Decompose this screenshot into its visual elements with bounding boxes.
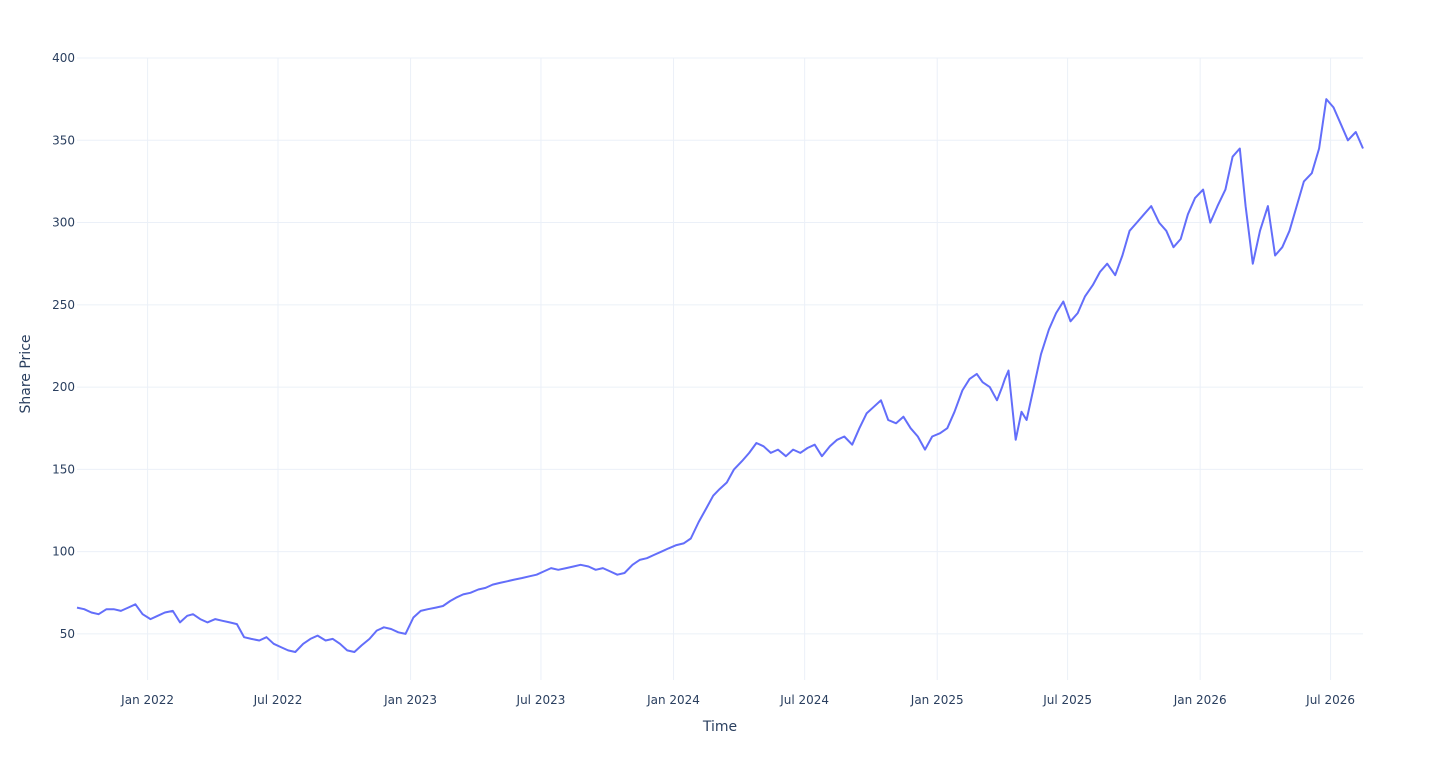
y-tick-label: 200 [52, 380, 75, 394]
x-tick-label: Jan 2022 [120, 693, 174, 707]
y-tick-label: 350 [52, 133, 75, 147]
x-axis-title: Time [702, 719, 737, 735]
y-tick-labels: 50 100 150 200 250 300 350 400 [52, 51, 75, 641]
x-tick-labels: Jan 2022 Jul 2022 Jan 2023 Jul 2023 Jan 2024… [120, 693, 1355, 707]
y-axis-title: Share Price [18, 334, 34, 413]
x-gridlines [147, 58, 1332, 680]
share-price-series-line [76, 98, 1364, 653]
y-tick-label: 100 [52, 545, 75, 559]
y-tick-label: 300 [52, 216, 75, 230]
y-tick-label: 250 [52, 298, 75, 312]
y-tick-label: 50 [60, 627, 75, 641]
x-tick-label: Jan 2026 [1173, 693, 1227, 707]
x-tick-label: Jul 2022 [253, 693, 303, 707]
y-tick-label: 150 [52, 462, 75, 476]
x-tick-label: Jan 2024 [646, 693, 700, 707]
x-tick-label: Jul 2024 [779, 693, 829, 707]
y-tick-label: 400 [52, 51, 75, 65]
y-gridlines [77, 57, 1363, 635]
x-tick-label: Jul 2023 [516, 693, 566, 707]
x-tick-label: Jul 2026 [1305, 693, 1355, 707]
x-tick-label: Jul 2025 [1042, 693, 1092, 707]
x-tick-label: Jan 2023 [383, 693, 437, 707]
x-tick-label: Jan 2025 [910, 693, 964, 707]
